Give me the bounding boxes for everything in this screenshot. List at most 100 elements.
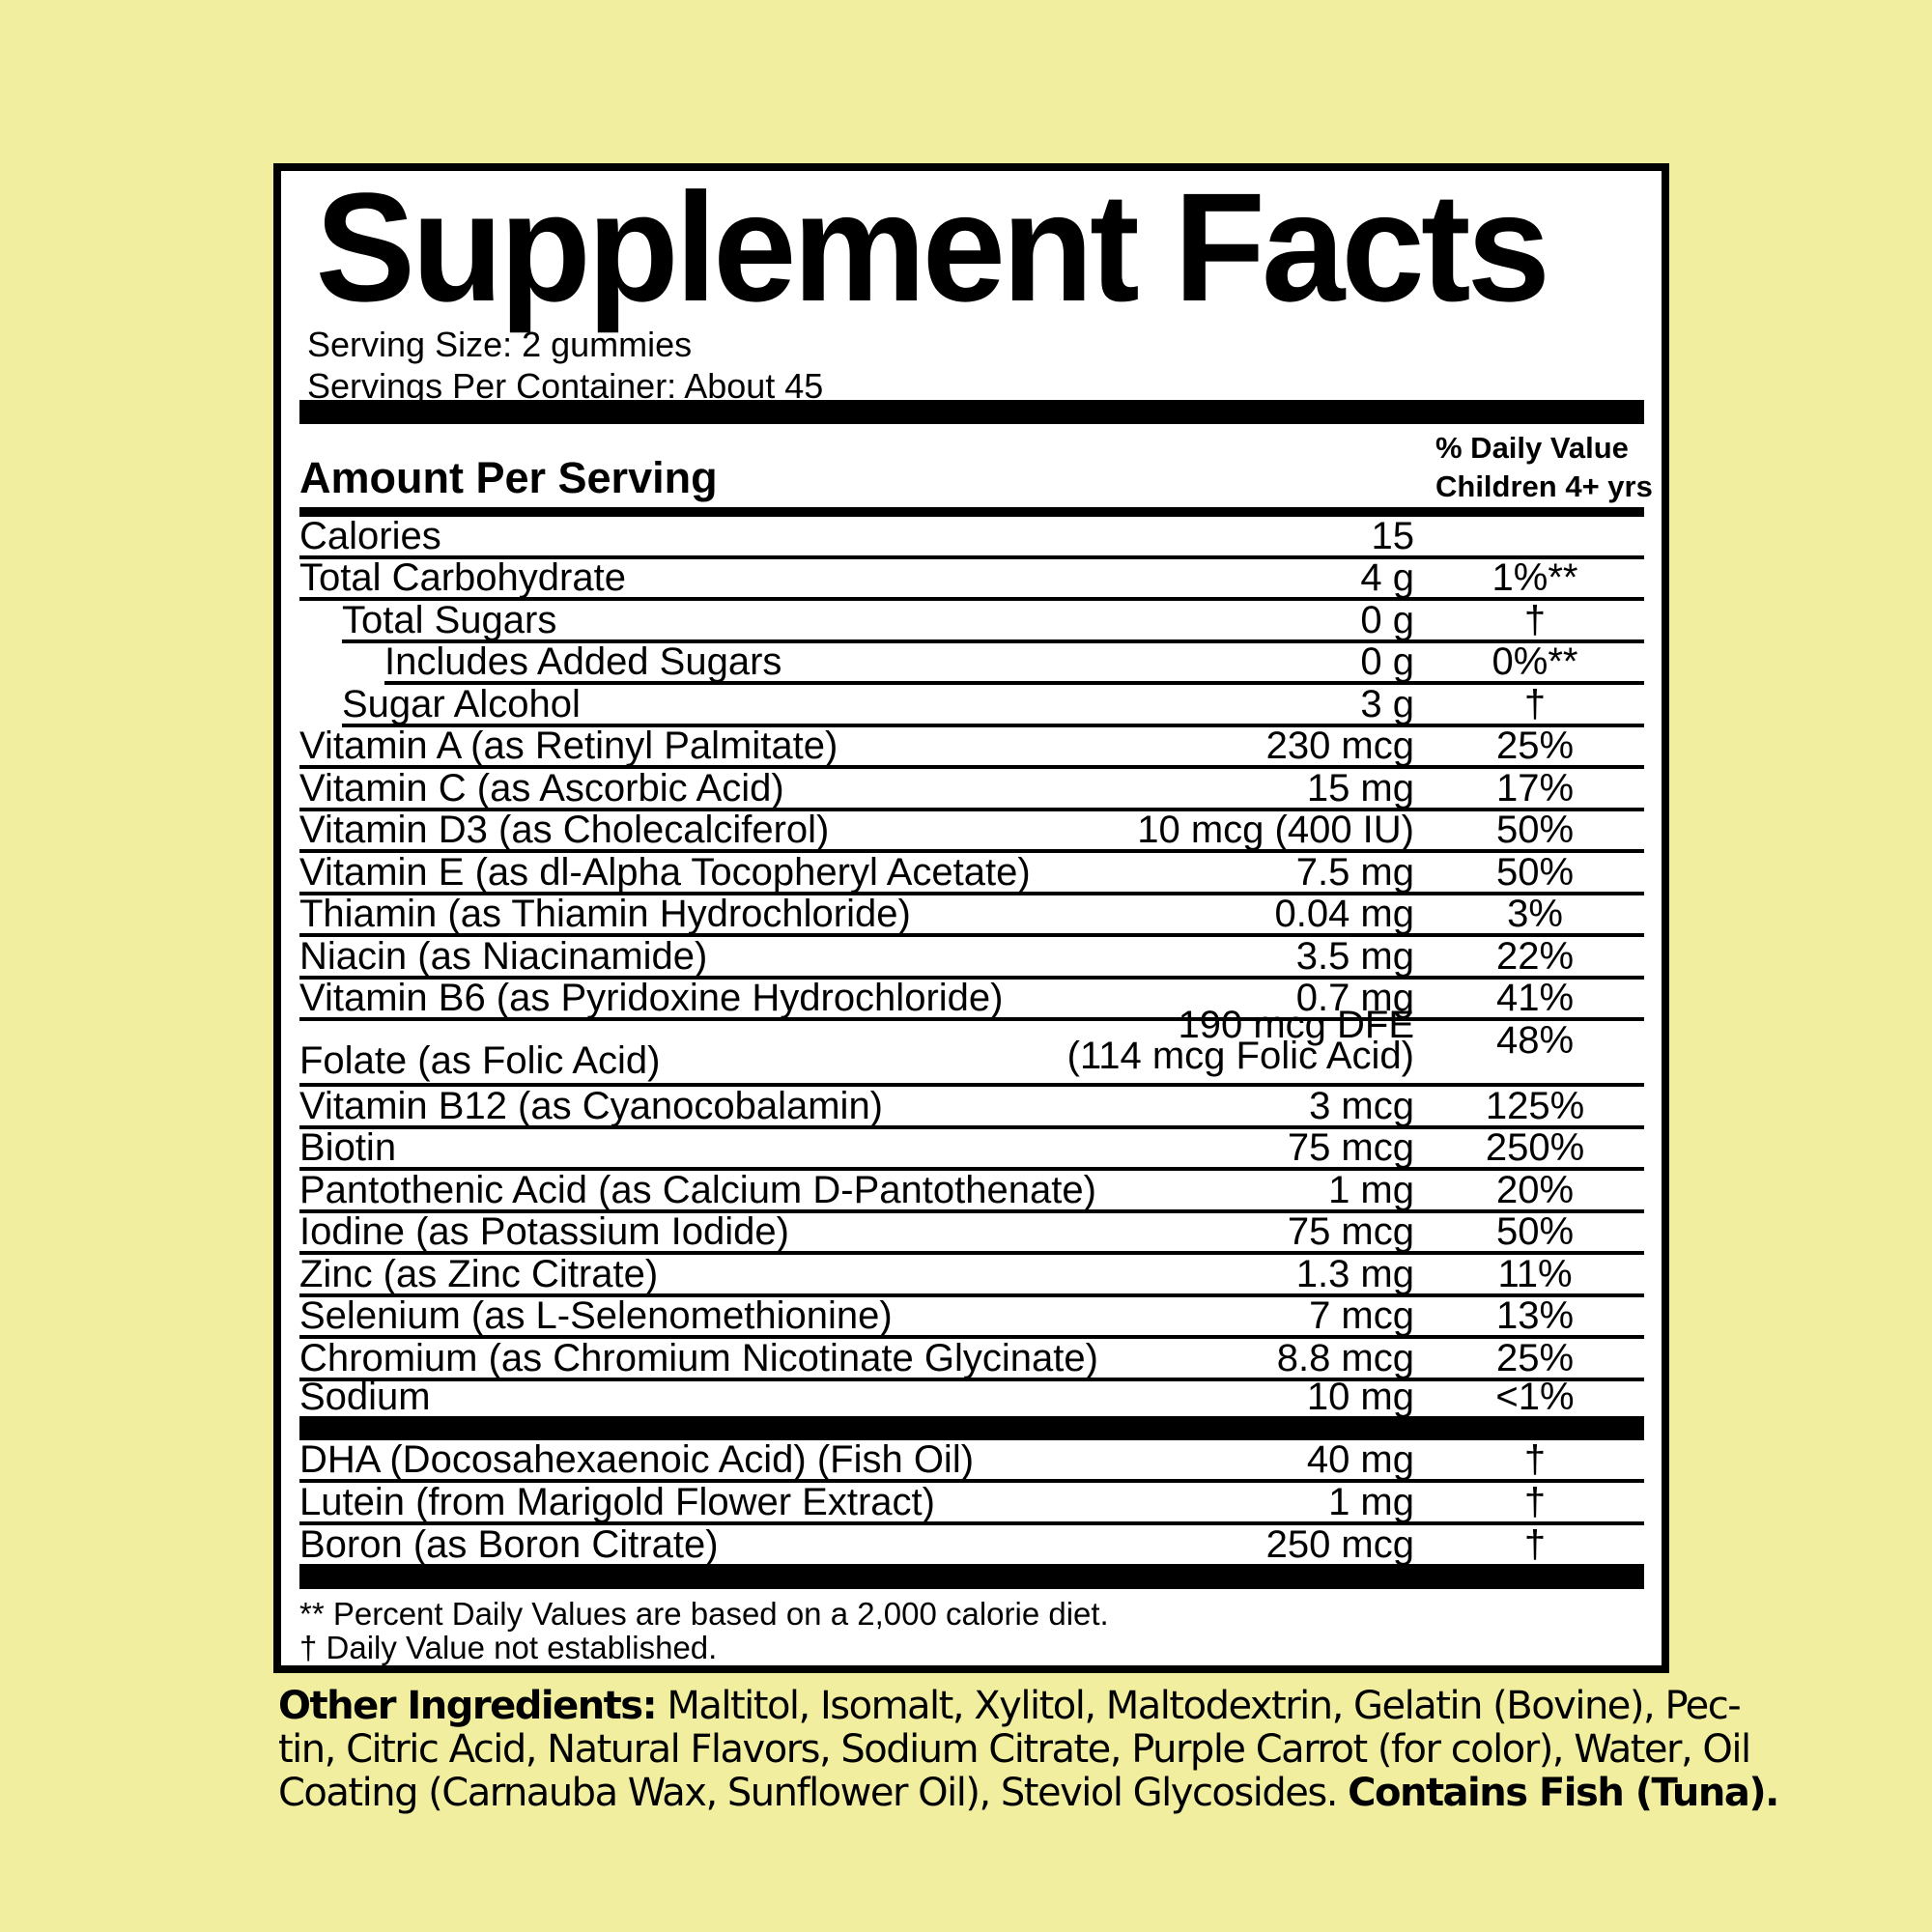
nutrient-daily-value: 17%	[1495, 766, 1575, 810]
nutrient-amount: 10 mcg (400 IU)	[1137, 809, 1414, 851]
nutrient-amount: 8.8 mcg	[1276, 1336, 1414, 1379]
nutrient-daily-value: 125%	[1485, 1084, 1585, 1127]
table-row: Total Carbohydrate 4 g 1%**	[299, 556, 1644, 601]
nutrient-amount: 1.3 mg	[1295, 1252, 1414, 1295]
extra-nutrient-table: DHA (Docosahexaenoic Acid) (Fish Oil) 40 …	[299, 1440, 1644, 1564]
table-header: Amount Per Serving % Daily Value Childre…	[299, 424, 1653, 507]
nutrient-daily-value: †	[1523, 682, 1547, 725]
nutrient-amount: 75 mcg	[1287, 1126, 1414, 1169]
nutrient-name: Vitamin B12 (as Cyanocobalamin)	[299, 1084, 884, 1127]
nutrient-amount: 15 mg	[1306, 766, 1414, 810]
nutrient-name: Iodine (as Potassium Iodide)	[299, 1210, 789, 1253]
nutrient-name: Thiamin (as Thiamin Hydrochloride)	[299, 893, 911, 935]
supplement-facts-panel: Supplement Facts Serving Size: 2 gummies…	[273, 163, 1669, 1673]
nutrient-daily-value: 50%	[1495, 850, 1575, 894]
nutrient-name: Chromium (as Chromium Nicotinate Glycina…	[299, 1336, 1098, 1379]
nutrient-amount: 7 mcg	[1309, 1294, 1414, 1337]
table-row: Niacin (as Niacinamide) 3.5 mg 22%	[299, 937, 1644, 980]
table-row: Pantothenic Acid (as Calcium D-Pantothen…	[299, 1171, 1644, 1213]
nutrient-name: Biotin	[299, 1126, 397, 1169]
nutrient-amount: 75 mcg	[1287, 1210, 1414, 1253]
table-row: Iodine (as Potassium Iodide) 75 mcg 50%	[299, 1210, 1644, 1255]
table-row: Total Sugars 0 g †	[342, 601, 1644, 643]
panel-title: Supplement Facts	[315, 160, 1550, 333]
other-ingredients-bold-text: Contains Fish (Tuna).	[1348, 1771, 1779, 1815]
nutrient-daily-value: 50%	[1495, 1210, 1575, 1253]
nutrient-amount: 0.04 mg	[1274, 893, 1414, 935]
table-row: Includes Added Sugars 0 g 0%**	[384, 640, 1644, 685]
nutrient-name: Sugar Alcohol	[342, 682, 581, 725]
table-row: DHA (Docosahexaenoic Acid) (Fish Oil) 40 …	[299, 1440, 1644, 1483]
daily-value-header: % Daily Value Children 4+ yrs	[1435, 429, 1653, 506]
nutrient-name: Total Carbohydrate	[299, 556, 626, 599]
nutrient-name: Vitamin E (as dl-Alpha Tocopheryl Acetat…	[299, 850, 1031, 894]
other-ingredients-line: tin, Citric Acid, Natural Flavors, Sodiu…	[278, 1728, 1778, 1772]
nutrient-name: Pantothenic Acid (as Calcium D-Pantothen…	[299, 1168, 1096, 1211]
nutrient-daily-value: 11%	[1497, 1252, 1573, 1295]
table-row: Calories 15	[299, 517, 1644, 559]
serving-info: Serving Size: 2 gummies Servings Per Con…	[299, 324, 1644, 407]
nutrient-name: Total Sugars	[342, 598, 557, 641]
nutrient-name: Vitamin D3 (as Cholecalciferol)	[299, 809, 830, 851]
nutrient-daily-value: †	[1523, 598, 1547, 641]
nutrient-daily-value: 250%	[1485, 1126, 1585, 1169]
nutrient-amount: 3.5 mg	[1295, 934, 1414, 978]
other-ingredients-bold-text: Other Ingredients:	[278, 1684, 658, 1728]
nutrient-amount-line: (114 mcg Folic Acid)	[1066, 1035, 1414, 1077]
nutrient-daily-value: 50%	[1495, 809, 1575, 851]
thick-divider-bottom	[299, 1563, 1644, 1589]
table-row: Vitamin A (as Retinyl Palmitate) 230 mcg 2…	[299, 724, 1644, 769]
table-row: Sugar Alcohol 3 g †	[342, 685, 1644, 727]
table-row: Sodium 10 mg <1%	[299, 1375, 1644, 1418]
nutrient-table: Calories 15 Total Carbohydrate 4 g 1%** Total…	[299, 517, 1644, 1416]
table-row: Biotin 75 mcg 250%	[299, 1126, 1644, 1171]
nutrient-daily-value: 13%	[1495, 1294, 1575, 1337]
table-row: Boron (as Boron Citrate) 250 mcg †	[299, 1525, 1644, 1564]
nutrient-amount: 1 mg	[1328, 1168, 1414, 1211]
nutrient-amount: 0.7 mg	[1295, 977, 1414, 1019]
nutrient-name: Calories	[299, 514, 441, 557]
nutrient-name: DHA (Docosahexaenoic Acid) (Fish Oil)	[299, 1437, 975, 1481]
nutrient-amount: 3 g	[1360, 682, 1414, 725]
nutrient-name: Selenium (as L-Selenomethionine)	[299, 1294, 893, 1337]
nutrient-name: Sodium	[299, 1375, 431, 1418]
table-row: Selenium (as L-Selenomethionine) 7 mcg 13%	[299, 1294, 1644, 1339]
nutrient-amount: 4 g	[1360, 556, 1414, 599]
thick-divider-top	[299, 400, 1644, 424]
nutrient-daily-value: 1%**	[1492, 556, 1578, 599]
servings-per-container: Servings Per Container: About 45	[307, 366, 824, 406]
table-row: Vitamin E (as dl-Alpha Tocopheryl Acetat…	[299, 853, 1644, 895]
nutrient-daily-value: 3%	[1507, 893, 1563, 935]
table-row: Thiamin (as Thiamin Hydrochloride) 0.04 m…	[299, 893, 1644, 937]
nutrient-name: Lutein (from Marigold Flower Extract)	[299, 1480, 935, 1523]
nutrient-name: Vitamin A (as Retinyl Palmitate)	[299, 724, 838, 767]
nutrient-daily-value: †	[1523, 1480, 1547, 1523]
nutrient-name: Niacin (as Niacinamide)	[299, 934, 708, 978]
daily-value-header-line2: Children 4+ yrs	[1435, 469, 1653, 503]
nutrient-amount: 0 g	[1360, 598, 1414, 641]
nutrient-daily-value: 0%**	[1492, 640, 1578, 683]
thick-divider-middle	[299, 1415, 1644, 1440]
nutrient-name: Vitamin B6 (as Pyridoxine Hydrochloride)	[299, 977, 1004, 1019]
nutrient-amount: 190 mcg DFE (114 mcg Folic Acid)	[1066, 1006, 1414, 1077]
nutrient-name: Boron (as Boron Citrate)	[299, 1522, 719, 1566]
footnote-dagger: † Daily Value not established.	[299, 1629, 718, 1665]
nutrient-daily-value: 22%	[1495, 934, 1575, 978]
medium-divider	[299, 507, 1644, 517]
nutrient-amount: 10 mg	[1306, 1375, 1414, 1418]
table-row: Vitamin B6 (as Pyridoxine Hydrochloride)…	[299, 977, 1644, 1021]
nutrient-name: Vitamin C (as Ascorbic Acid)	[299, 766, 784, 810]
table-row: Vitamin C (as Ascorbic Acid) 15 mg 17%	[299, 769, 1644, 811]
table-row: Chromium (as Chromium Nicotinate Glycina…	[299, 1339, 1644, 1381]
table-row: Folate (as Folic Acid) 190 mcg DFE (114 mc…	[299, 1006, 1644, 1087]
nutrient-amount: 250 mcg	[1265, 1522, 1414, 1566]
daily-value-header-line1: % Daily Value	[1435, 431, 1629, 465]
nutrient-daily-value: 48%	[1495, 1019, 1575, 1062]
nutrient-amount: 3 mcg	[1309, 1084, 1414, 1127]
nutrient-name: Includes Added Sugars	[384, 640, 782, 683]
nutrient-daily-value: 25%	[1495, 724, 1575, 767]
table-row: Vitamin B12 (as Cyanocobalamin) 3 mcg 125%	[299, 1087, 1644, 1129]
other-ingredients-line: Coating (Carnauba Wax, Sunflower Oil), S…	[278, 1771, 1779, 1815]
nutrient-amount: 1 mg	[1328, 1480, 1414, 1523]
